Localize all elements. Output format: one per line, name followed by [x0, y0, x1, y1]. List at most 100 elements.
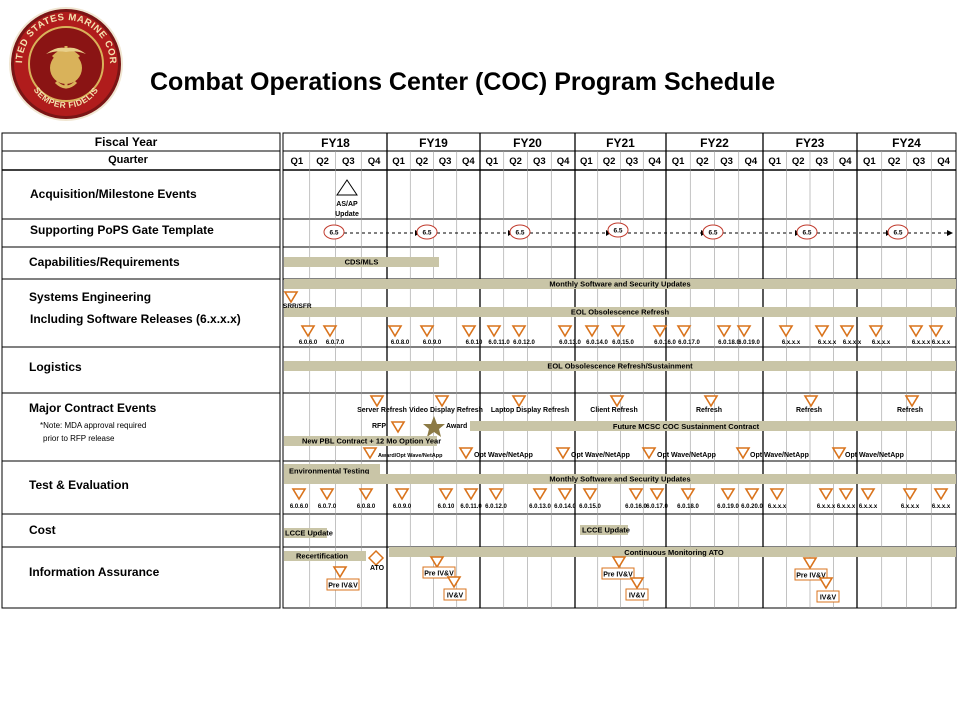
row-label: Acquisition/Milestone Events: [30, 187, 197, 201]
ia-box-label: Pre IV&V: [796, 573, 826, 580]
software-release-label: 6.0.15.0: [612, 340, 634, 346]
ato-label: ATO: [370, 565, 385, 572]
software-release-label: 6.0.19.0: [738, 340, 760, 346]
milestone-triangle: [803, 395, 819, 408]
quarter-label: Q4: [937, 156, 950, 167]
milestone-triangle: [557, 488, 573, 501]
ia-box: [816, 590, 840, 603]
quarter-label: Q3: [342, 156, 355, 167]
software-release-label: 6.0.8.0: [391, 340, 410, 346]
acquisition-milestone-triangle: [336, 179, 358, 196]
quarter-label: Q1: [392, 156, 405, 167]
test-release-label: 6.0.7.0: [318, 504, 337, 510]
milestone-triangle: [902, 488, 918, 501]
software-release-label: 6.x.x.x: [872, 340, 891, 346]
milestone-triangle: [557, 325, 573, 338]
schedule-bar: [284, 474, 956, 484]
milestone-triangle: [438, 488, 454, 501]
schedule-bar-label: Environmental Testing: [289, 467, 370, 476]
quarter-label: Q1: [768, 156, 781, 167]
schedule-bar: [470, 421, 956, 431]
milestone-triangle: [838, 488, 854, 501]
software-release-label: 6.x.x.x: [912, 340, 931, 346]
pops-gate-oval: [887, 224, 909, 240]
quarter-label: Q2: [316, 156, 329, 167]
milestone-triangle: [610, 325, 626, 338]
opt-wave-label: Opt Wave/NetApp: [845, 452, 904, 459]
test-release-label: 6.x.x.x: [817, 504, 836, 510]
milestone-triangle: [641, 447, 657, 460]
test-release-label: 6.x.x.x: [837, 504, 856, 510]
label-table-frame: [1, 132, 281, 609]
pops-gate-oval: [702, 224, 724, 240]
ia-box-label: IV&V: [820, 595, 837, 602]
ia-box: [326, 578, 360, 591]
test-release-label: 6.0.6.0: [290, 504, 309, 510]
milestone-triangle: [736, 325, 752, 338]
milestone-triangle: [680, 488, 696, 501]
ia-box: [422, 566, 456, 579]
software-release-label: 6.0.18.0: [718, 340, 740, 346]
software-release-label: 6.x.x.x: [843, 340, 862, 346]
quarter-label: Q4: [368, 156, 381, 167]
quarter-label: Q2: [416, 156, 429, 167]
schedule-bar-label: EOL Obsolescence Refresh: [571, 308, 670, 317]
award-label: Award: [446, 423, 467, 430]
quarter-label: Q1: [486, 156, 499, 167]
milestone-triangle: [744, 488, 760, 501]
milestone-triangle: [362, 447, 378, 460]
test-release-label: 6.0.20.0: [741, 504, 763, 510]
milestone-triangle: [814, 325, 830, 338]
refresh-label: Server Refresh: [357, 407, 407, 414]
milestone-triangle: [394, 488, 410, 501]
milestone-triangle: [369, 395, 385, 408]
opt-wave-label: Opt Wave/NetApp: [474, 452, 533, 459]
quarter-label: Q4: [839, 156, 852, 167]
test-release-label: 6.0.17.0: [646, 504, 668, 510]
software-release-label: 6.x.x.x: [782, 340, 801, 346]
milestone-triangle: [769, 488, 785, 501]
milestone-triangle: [703, 395, 719, 408]
pops-gate-label: 6.5: [422, 230, 431, 237]
software-release-label: 6.0.13.0: [559, 340, 581, 346]
schedule-bar-label: New PBL Contract + 12 Mo Option Year: [302, 437, 441, 446]
milestone-triangle: [532, 488, 548, 501]
milestone-triangle: [322, 325, 338, 338]
milestone-triangle: [419, 325, 435, 338]
row-label: Cost: [29, 523, 56, 537]
milestone-triangle: [511, 395, 527, 408]
quarter-label: Q2: [792, 156, 805, 167]
software-release-label: 6.0.6.0: [299, 340, 318, 346]
milestone-triangle: [649, 488, 665, 501]
milestone-triangle: [818, 488, 834, 501]
quarter-label: Q3: [439, 156, 452, 167]
quarter-header: Quarter: [108, 154, 148, 166]
milestone-triangle: [611, 556, 627, 569]
schedule-bar: [284, 551, 366, 561]
milestone-triangle: [511, 325, 527, 338]
quarter-label: Q2: [603, 156, 616, 167]
test-release-label: 6.0.14.0: [554, 504, 576, 510]
pops-gate-oval: [796, 224, 818, 240]
ia-box: [443, 588, 467, 601]
milestone-triangle: [446, 576, 462, 589]
milestone-triangle: [908, 325, 924, 338]
opt-wave-label: Opt Wave/NetApp: [750, 452, 809, 459]
ia-box: [601, 567, 635, 580]
ia-box: [794, 568, 828, 581]
milestone-triangle: [582, 488, 598, 501]
srr-sfr-label: SRR/SFR: [283, 303, 312, 310]
page-title: Combat Operations Center (COC) Program S…: [150, 68, 776, 96]
year-label: FY23: [796, 136, 825, 150]
rfp-label: RFP: [372, 423, 386, 430]
row-label-software-releases: Including Software Releases (6.x.x.x): [30, 312, 241, 326]
software-release-label: 6.0.14.0: [586, 340, 608, 346]
usmc-seal-icon: UNITED STATES MARINE CORPS SEMPER FIDELI…: [8, 6, 123, 121]
milestone-triangle: [860, 488, 876, 501]
year-label: FY21: [606, 136, 635, 150]
quarter-label: Q3: [913, 156, 926, 167]
test-release-label: 6.0.16.0: [625, 504, 647, 510]
milestone-triangle: [429, 556, 445, 569]
milestone-triangle: [461, 325, 477, 338]
